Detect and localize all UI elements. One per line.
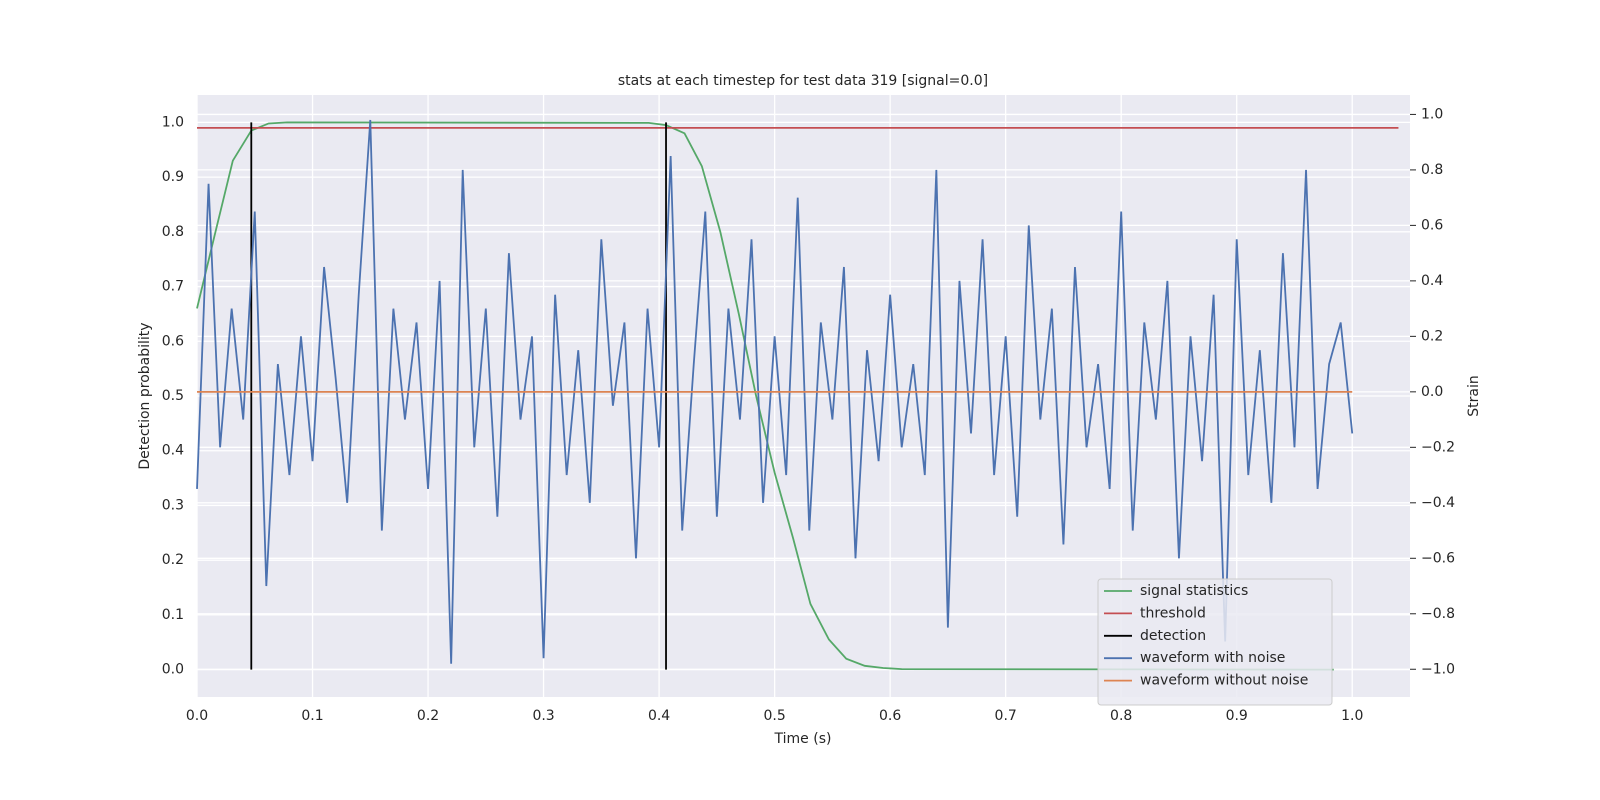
- y-axis-label: Detection probability: [137, 322, 153, 469]
- x-tick-label: 0.0: [186, 708, 208, 724]
- marks: [196, 119, 1399, 671]
- x-tick-label: 0.5: [763, 708, 785, 724]
- y2-tick-label: −1.0: [1421, 661, 1455, 677]
- legend-label: detection: [1140, 628, 1206, 644]
- y-tick-label: 0.8: [162, 224, 184, 240]
- x-tick-label: 0.8: [1110, 708, 1132, 724]
- y2-axis-label: Strain: [1466, 375, 1482, 416]
- legend-label: waveform with noise: [1140, 650, 1285, 666]
- y-tick-label: 0.9: [162, 169, 184, 185]
- x-tick-label: 1.0: [1341, 708, 1363, 724]
- y-tick-label: 0.2: [162, 552, 184, 568]
- y2-tick-label: −0.6: [1421, 550, 1455, 566]
- series-line: [196, 119, 1354, 664]
- legend-label: waveform without noise: [1140, 673, 1308, 689]
- x-tick-label: 0.1: [301, 708, 323, 724]
- x-tick-label: 0.6: [879, 708, 901, 724]
- x-tick-label: 0.4: [648, 708, 670, 724]
- x-tick-label: 0.9: [1226, 708, 1248, 724]
- y2-tick-label: 0.0: [1421, 384, 1443, 400]
- y2-tick-label: −0.8: [1421, 606, 1455, 622]
- y-tick-label: 0.0: [162, 662, 184, 678]
- x-tick-label: 0.7: [995, 708, 1017, 724]
- x-tick-label: 0.2: [417, 708, 439, 724]
- y-tick-label: 0.6: [162, 333, 184, 349]
- chart-title: stats at each timestep for test data 319…: [618, 73, 988, 89]
- x-axis-label: Time (s): [774, 731, 832, 747]
- y2-tick-label: 0.2: [1421, 328, 1443, 344]
- y2-tick-label: −0.2: [1421, 439, 1455, 455]
- y-tick-label: 0.4: [162, 443, 184, 459]
- legend-box: [1097, 578, 1333, 706]
- y-tick-label: 0.5: [162, 388, 184, 404]
- y2-tick-label: −0.4: [1421, 495, 1455, 511]
- y2-tick-label: 0.8: [1421, 162, 1443, 178]
- legend-label: signal statistics: [1140, 583, 1248, 599]
- y-tick-label: 0.7: [162, 279, 184, 295]
- y2-tick-label: 1.0: [1421, 106, 1443, 122]
- y2-tick-label: 0.6: [1421, 217, 1443, 233]
- y-tick-label: 1.0: [162, 114, 184, 130]
- legend: signal statistics threshold detection wavef…: [1097, 578, 1333, 706]
- legend-label: threshold: [1140, 605, 1206, 621]
- y-tick-label: 0.3: [162, 497, 184, 513]
- x-tick-label: 0.3: [532, 708, 554, 724]
- y-tick-label: 0.1: [162, 607, 184, 623]
- y2-tick-label: 0.4: [1421, 273, 1443, 289]
